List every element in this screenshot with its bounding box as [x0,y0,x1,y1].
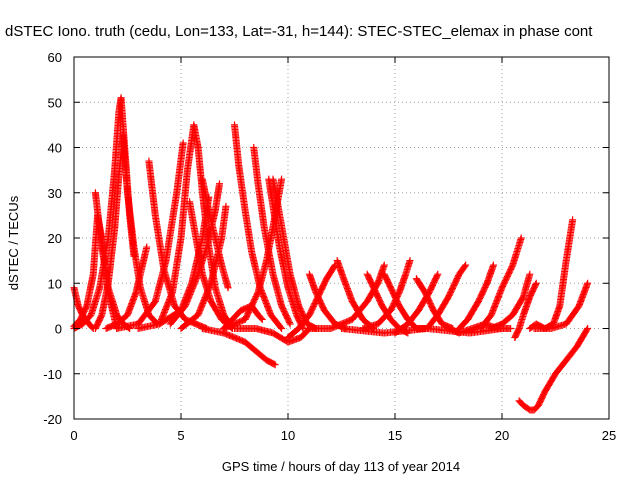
data-point [584,325,592,332]
x-tick-label: 15 [388,428,402,443]
x-tick-label: 10 [281,428,295,443]
y-tick-label: -10 [43,367,62,382]
data-point [406,257,414,265]
series-30 [359,257,414,332]
y-tick-label: 50 [48,95,62,110]
series-24 [231,325,313,346]
data-point [583,326,591,334]
data-point [277,323,285,331]
chart-title: dSTEC Iono. truth (cedu, Lon=133, Lat=-3… [5,23,593,40]
data-point [286,320,294,328]
data-point [380,261,388,269]
data-point [278,175,286,183]
data-point [179,139,187,147]
data-point [433,272,441,280]
y-tick-label: 0 [55,322,62,337]
data-point [270,360,278,368]
data-point [584,279,592,287]
series-16 [177,202,230,332]
series-23 [220,175,286,332]
series-41 [515,325,592,414]
series-43 [338,325,506,337]
x-tick-label: 0 [70,428,77,443]
data-point [569,216,577,224]
data-point [222,202,230,210]
data-point [257,314,265,322]
series-26 [284,261,339,342]
data-point [498,325,506,332]
series-39 [511,279,540,342]
data-point [271,361,279,369]
x-axis-label: GPS time / hours of day 113 of year 2014 [222,459,460,474]
y-tick-label: 40 [48,141,62,156]
y-tick-label: 20 [48,231,62,246]
series-8 [113,139,187,332]
x-tick-label: 5 [177,428,184,443]
series-7 [102,243,151,332]
series-42 [530,279,592,332]
x-tick-label: 20 [495,428,509,443]
y-tick-label: 30 [48,186,62,201]
series-11 [156,121,202,328]
series-37 [477,234,525,332]
data-point [224,284,232,292]
data-point [517,234,525,242]
grid [74,57,609,419]
series-17 [198,325,279,369]
data-point [526,270,534,278]
y-tick-label: 60 [48,50,62,65]
data-point [216,180,224,188]
y-tick-label: 10 [48,276,62,291]
data-point [507,325,515,332]
data-point [462,261,470,269]
y-axis-label: dSTEC / TECUs [6,195,21,290]
series-15 [166,180,224,328]
data-point [278,325,286,332]
data-point [258,315,266,323]
x-tick-label: 25 [602,428,616,443]
series-28 [305,261,388,332]
data-point [434,270,442,278]
axis-ticks: 0 5 10 15 20 25 -20 -10 0 10 20 30 40 50 60 [43,50,616,443]
data-point [461,262,469,270]
data-point [253,290,261,298]
series-5 [91,130,127,332]
data-point [143,243,151,251]
data-point [285,319,293,327]
series-19 [231,121,286,332]
data-points [70,94,592,414]
series-40 [526,216,577,332]
data-point [532,279,540,287]
y-tick-label: -20 [43,412,62,427]
data-point [532,281,540,289]
data-point [489,261,497,269]
